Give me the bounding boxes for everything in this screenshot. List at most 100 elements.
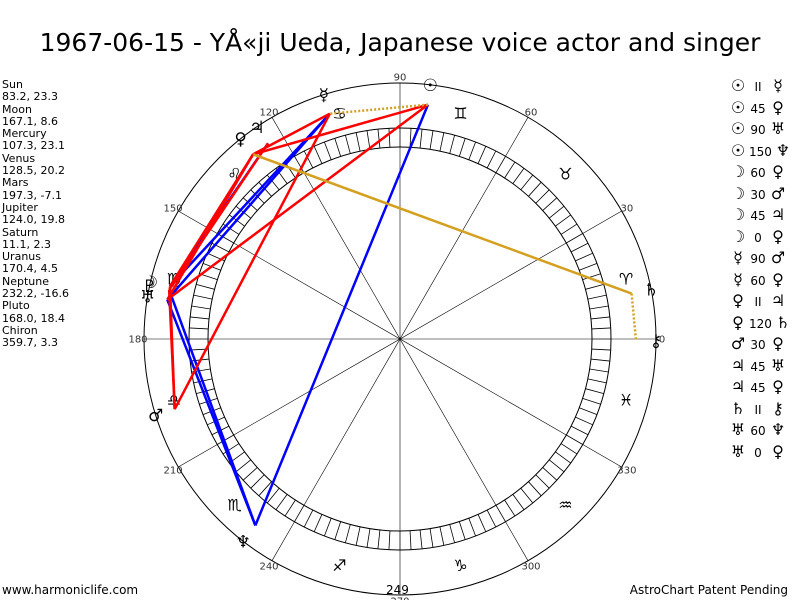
aspect-value: 90 bbox=[750, 123, 766, 137]
aspect-planet-glyph: ☉ bbox=[730, 119, 746, 138]
aspect-line bbox=[252, 103, 429, 156]
degree-tick bbox=[313, 146, 323, 164]
degree-tick bbox=[535, 474, 550, 489]
degree-tick bbox=[512, 168, 525, 184]
zodiac-sign-glyph: ♉ bbox=[558, 165, 572, 184]
degree-label: 300 bbox=[521, 561, 540, 572]
degree-tick bbox=[575, 416, 593, 426]
degree-tick bbox=[458, 138, 466, 157]
planet-glyph-saturn: ♄ bbox=[644, 281, 659, 301]
degree-tick bbox=[495, 156, 506, 173]
degree-tick bbox=[495, 505, 506, 522]
aspect-line bbox=[166, 103, 429, 301]
degree-label: 270 bbox=[390, 597, 409, 600]
degree-tick bbox=[334, 521, 342, 540]
aspect-row: ☽ 45 ♃ bbox=[727, 205, 794, 227]
aspect-value: 30 bbox=[750, 338, 766, 352]
degree-tick bbox=[566, 434, 583, 445]
degree-tick bbox=[579, 407, 598, 415]
aspect-planet-glyph: ♃ bbox=[730, 377, 746, 396]
position-planet-name: Saturn bbox=[2, 225, 39, 239]
degree-tick bbox=[555, 451, 571, 464]
degree-tick bbox=[587, 294, 607, 300]
aspect-planet-glyph: ♆ bbox=[770, 420, 786, 439]
degree-tick bbox=[570, 425, 589, 436]
degree-tick bbox=[548, 205, 565, 219]
degree-tick bbox=[355, 526, 361, 546]
position-planet-value: 128.5, 20.2 bbox=[2, 164, 65, 178]
outer-spoke bbox=[271, 117, 295, 157]
aspect-planet-glyph: ☽ bbox=[730, 226, 746, 246]
degree-tick bbox=[590, 358, 610, 362]
aspect-planet-glyph: ☽ bbox=[730, 162, 746, 181]
degree-tick bbox=[542, 197, 558, 211]
degree-tick bbox=[542, 467, 558, 481]
degree-tick bbox=[199, 397, 218, 405]
aspect-row: ☉ 150 ♆ bbox=[727, 141, 794, 163]
planet-glyph-venus: ♀ bbox=[234, 130, 246, 150]
aspect-value: 120 bbox=[749, 316, 772, 331]
aspect-value: 60 bbox=[750, 424, 766, 438]
aspect-planet-glyph: ♅ bbox=[730, 441, 746, 461]
degree-label: 0 bbox=[659, 335, 665, 346]
degree-tick bbox=[560, 223, 578, 235]
position-planet-value: 167.1, 8.6 bbox=[2, 114, 58, 128]
aspect-planet-glyph: ♀ bbox=[732, 312, 744, 332]
aspect-planet-glyph: ♆ bbox=[775, 140, 791, 160]
degree-tick bbox=[284, 499, 296, 517]
degree-tick bbox=[303, 509, 314, 528]
degree-tick bbox=[575, 252, 593, 262]
chart-title: 1967-06-15 - YÅ«ji Ueda, Japanese voice … bbox=[39, 28, 761, 57]
aspect-planet-glyph: ♀ bbox=[772, 441, 784, 461]
degree-tick bbox=[439, 132, 445, 152]
aspect-value: 0 bbox=[754, 230, 762, 245]
aspect-line bbox=[167, 289, 257, 526]
degree-tick bbox=[587, 378, 607, 384]
planet-glyph-mercury: ☿ bbox=[319, 86, 329, 106]
degree-tick bbox=[193, 294, 213, 300]
degree-tick bbox=[377, 129, 381, 149]
degree-tick bbox=[419, 529, 423, 549]
aspect-value: II bbox=[754, 80, 762, 94]
degree-tick bbox=[590, 316, 610, 320]
website-link[interactable]: www.harmoniclife.com bbox=[2, 583, 139, 597]
degree-tick bbox=[409, 128, 412, 148]
zodiac-sign-glyph: ♈ bbox=[619, 269, 633, 288]
footer-center-value: 249 bbox=[386, 583, 409, 597]
degree-tick bbox=[250, 474, 265, 489]
aspect-planet-glyph: ♅ bbox=[770, 119, 786, 138]
degree-tick bbox=[303, 150, 314, 169]
position-planet-name: Jupiter bbox=[2, 200, 38, 214]
aspect-row: ♀ 120 ♄ bbox=[727, 313, 794, 335]
degree-tick bbox=[275, 494, 288, 510]
degree-label: 330 bbox=[617, 466, 636, 477]
outer-spoke bbox=[505, 521, 529, 561]
aspect-value: 45 bbox=[750, 209, 766, 223]
aspect-row: ♄ II ⚷ bbox=[727, 399, 794, 421]
aspect-planet-glyph: ♅ bbox=[770, 355, 786, 375]
aspect-planet-glyph: ♀ bbox=[732, 291, 744, 310]
zodiac-sign-glyph: ♐ bbox=[332, 556, 346, 575]
degree-tick bbox=[429, 528, 434, 548]
position-planet-value: 11.1, 2.3 bbox=[2, 237, 51, 251]
zodiac-sign-glyph: ♒ bbox=[558, 495, 572, 514]
zodiac-sign-glyph: ♓ bbox=[619, 391, 633, 410]
aspect-planet-glyph: ☽ bbox=[730, 205, 746, 224]
degree-label: 120 bbox=[259, 108, 278, 119]
degree-tick bbox=[355, 132, 361, 152]
degree-tick bbox=[520, 174, 534, 191]
degree-tick bbox=[548, 459, 565, 473]
outer-spoke bbox=[271, 521, 295, 561]
planet-glyph-jupiter: ♃ bbox=[249, 118, 264, 138]
degree-tick bbox=[555, 214, 571, 227]
aspect-planet-glyph: ♀ bbox=[772, 226, 784, 246]
degree-tick bbox=[388, 128, 391, 148]
aspect-line bbox=[630, 293, 638, 341]
aspect-planet-glyph: ♂ bbox=[730, 334, 746, 353]
degree-tick bbox=[528, 181, 542, 197]
degree-tick bbox=[334, 138, 342, 157]
degree-tick bbox=[258, 481, 272, 497]
aspect-planet-glyph: ♀ bbox=[772, 97, 784, 117]
degree-tick bbox=[458, 521, 466, 540]
spoke-line bbox=[233, 242, 567, 436]
